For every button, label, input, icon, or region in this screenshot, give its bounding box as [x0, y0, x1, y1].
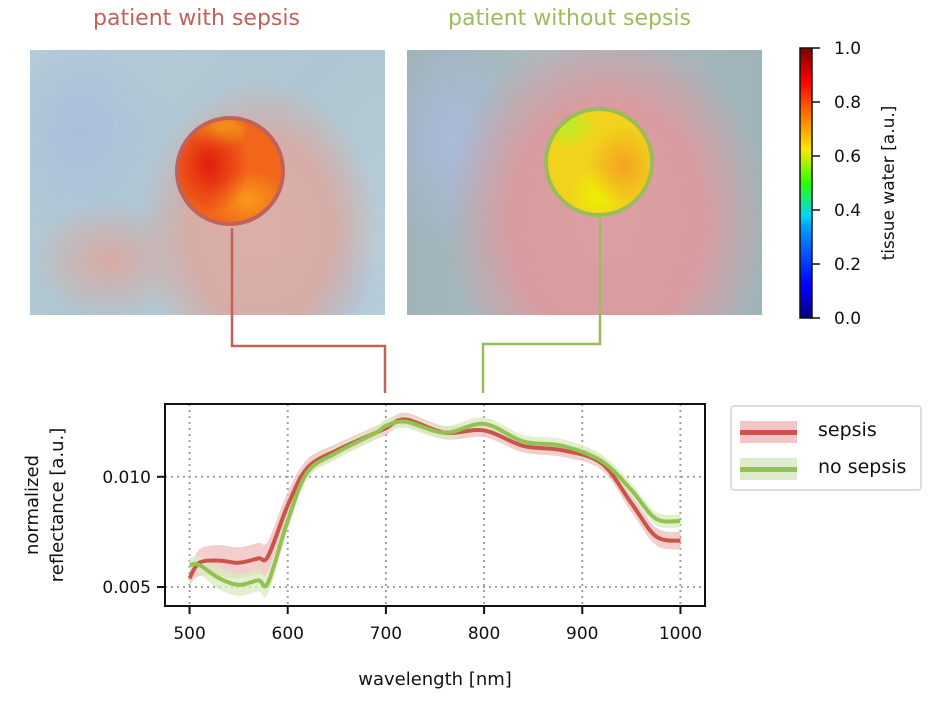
reflectance-chart: 500 600 700 800 900 1000 0.005 0.010 wavelengt… — [22, 403, 706, 690]
legend-swatch-sepsis — [740, 421, 797, 443]
y-axis-label-line2: reflectance [a.u.] — [47, 428, 68, 583]
legend-item-sepsis: sepsis — [738, 419, 918, 443]
series-line-no-sepsis — [189, 419, 681, 589]
confidence-band-sepsis — [189, 412, 681, 585]
x-tick-label: 600 — [272, 624, 304, 644]
legend-label-no-sepsis: no sepsis — [818, 456, 907, 478]
colorbar-tick-label: 1.0 — [834, 39, 861, 59]
panel-title-sepsis: patient with sepsis — [93, 6, 300, 31]
legend-label-sepsis: sepsis — [818, 419, 877, 441]
confidence-band-no-sepsis — [189, 414, 681, 598]
colorbar-gradient — [799, 47, 813, 319]
x-axis-label: wavelength [nm] — [358, 669, 512, 690]
colorbar-tick-label: 0.8 — [834, 93, 861, 113]
x-tick-label: 500 — [173, 624, 205, 644]
y-tick-label: 0.005 — [102, 578, 151, 598]
x-tick-label: 700 — [370, 624, 402, 644]
y-axis-label-line1: normalized — [22, 455, 43, 555]
tissue-water-heatmap-no-sepsis — [544, 107, 654, 217]
legend-item-no-sepsis: no sepsis — [738, 456, 918, 480]
y-tick-label: 0.010 — [102, 468, 151, 488]
colorbar-tick-label: 0.6 — [834, 147, 861, 167]
panel-title-no-sepsis: patient without sepsis — [448, 6, 691, 31]
plot-frame — [164, 403, 706, 607]
x-tick-label: 1000 — [659, 624, 702, 644]
x-tick-label: 900 — [566, 624, 598, 644]
colorbar-tick-label: 0.0 — [834, 309, 861, 329]
chart-legend: sepsis no sepsis — [730, 405, 922, 491]
colorbar-label: tissue water [a.u.] — [879, 106, 899, 261]
connector-line-no-sepsis — [481, 218, 602, 393]
colorbar: 0.0 0.2 0.4 0.6 0.8 1.0 tissue water [a.u.] — [799, 39, 899, 329]
colorbar-tick-label: 0.4 — [834, 201, 861, 221]
colorbar-tick-label: 0.2 — [834, 255, 861, 275]
legend-swatch-no-sepsis — [740, 458, 797, 480]
connector-line-sepsis — [230, 228, 387, 393]
tissue-water-heatmap-sepsis — [175, 116, 285, 226]
x-tick-label: 800 — [468, 624, 500, 644]
